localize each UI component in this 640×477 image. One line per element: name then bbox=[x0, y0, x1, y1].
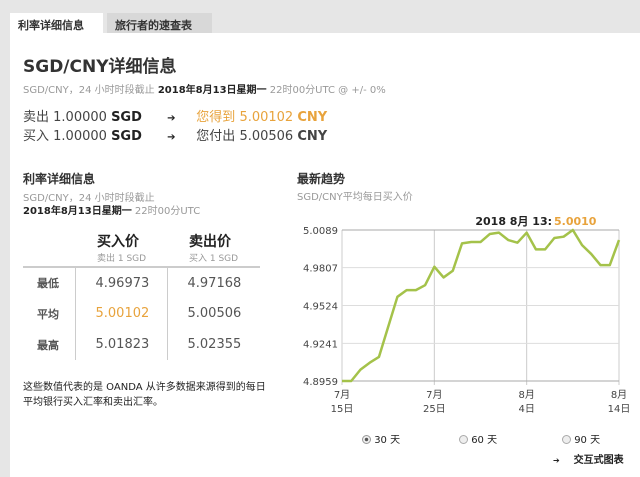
buy-amount: 1.00000 bbox=[53, 129, 107, 144]
arrow-right-icon: ➔ bbox=[167, 132, 176, 143]
range-label: 90 天 bbox=[574, 435, 601, 446]
rates-table: 买入价卖出 1 SGD 卖出价买入 1 SGD 最低 4.96973 4.97168… bbox=[23, 231, 260, 360]
subtitle: SGD/CNY，24 小时时段截止 2018年8月13日星期一 22时00分UT… bbox=[23, 81, 386, 96]
radio-selected-icon[interactable] bbox=[362, 435, 371, 444]
arrow-right-icon: ➔ bbox=[167, 113, 176, 124]
subtitle-suffix: 22时00分UTC @ +/- 0% bbox=[269, 85, 386, 96]
sell-amount: 1.00000 bbox=[53, 110, 107, 125]
ask-value: 4.97168 bbox=[187, 275, 242, 291]
bid-value: 5.00102 bbox=[75, 298, 168, 329]
arrow-right-icon: ➔ bbox=[553, 456, 560, 465]
interactive-chart-link[interactable]: ➔ 交互式图表 bbox=[553, 451, 624, 466]
table-row: 最高 5.01823 5.02355 bbox=[23, 329, 260, 360]
radio-icon[interactable] bbox=[562, 435, 571, 444]
interactive-chart-label[interactable]: 交互式图表 bbox=[573, 455, 624, 466]
buy-label: 买入 bbox=[23, 129, 50, 144]
sell-label: 卖出 bbox=[23, 110, 50, 125]
table-row: 平均 5.00102 5.00506 bbox=[23, 298, 260, 329]
details-heading: 利率详细信息 bbox=[23, 172, 96, 186]
pay-value: 5.00506 bbox=[239, 129, 294, 144]
row-label: 最低 bbox=[23, 267, 76, 298]
buy-currency: SGD bbox=[111, 129, 142, 144]
range-30-days[interactable]: 30 天 bbox=[362, 431, 400, 446]
bid-header: 买入价 bbox=[97, 234, 139, 250]
get-currency: CNY bbox=[297, 110, 328, 125]
details-date: 2018年8月13日星期一 bbox=[23, 206, 132, 217]
range-label: 60 天 bbox=[471, 435, 498, 446]
conversion-buy: 买入 1.00000 SGD ➔ 您付出 5.00506 CNY bbox=[23, 128, 327, 147]
get-label: 您得到 bbox=[196, 110, 236, 125]
subtitle-date: 2018年8月13日星期一 bbox=[157, 85, 267, 96]
range-60-days[interactable]: 60 天 bbox=[459, 431, 497, 446]
subtitle-prefix: SGD/CNY，24 小时时段截止 bbox=[23, 85, 155, 96]
bid-value: 4.96973 bbox=[75, 267, 168, 298]
range-label: 30 天 bbox=[374, 435, 401, 446]
conversion-sell: 卖出 1.00000 SGD ➔ 您得到 5.00102 CNY bbox=[23, 109, 327, 128]
details-time: 22时00分UTC bbox=[134, 206, 201, 217]
radio-icon[interactable] bbox=[459, 435, 468, 444]
conversion-list: 卖出 1.00000 SGD ➔ 您得到 5.00102 CNY 买入 1.00… bbox=[23, 109, 327, 147]
trend-subheading: SGD/CNY平均每日买入价 bbox=[297, 192, 413, 203]
pay-label: 您付出 bbox=[196, 129, 236, 144]
tab-travelers-cheatsheet[interactable]: 旅行者的速查表 bbox=[107, 13, 212, 34]
trend-heading: 最新趋势 bbox=[297, 172, 346, 186]
ask-subheader: 买入 1 SGD bbox=[189, 254, 239, 264]
main-panel: SGD/CNY详细信息 SGD/CNY，24 小时时段截止 2018年8月13日… bbox=[10, 33, 640, 477]
get-value: 5.00102 bbox=[239, 110, 294, 125]
bid-value: 5.01823 bbox=[75, 329, 168, 360]
page-title: SGD/CNY详细信息 bbox=[23, 57, 177, 77]
ask-value: 5.02355 bbox=[187, 337, 242, 352]
ask-value: 5.00506 bbox=[187, 306, 242, 321]
row-label: 最高 bbox=[23, 329, 76, 360]
tab-rate-details[interactable]: 利率详细信息 bbox=[10, 13, 103, 34]
range-90-days[interactable]: 90 天 bbox=[562, 431, 600, 446]
bid-subheader: 卖出 1 SGD bbox=[97, 254, 147, 264]
details-note: 这些数值代表的是 OANDA 从许多数据来源得到的每日平均银行买入汇率和卖出汇率… bbox=[23, 382, 266, 408]
sell-currency: SGD bbox=[111, 110, 142, 125]
details-line1: SGD/CNY，24 小时时段截止 bbox=[23, 193, 155, 204]
row-label: 平均 bbox=[23, 298, 76, 329]
pay-currency: CNY bbox=[297, 129, 328, 144]
table-row: 最低 4.96973 4.97168 bbox=[23, 267, 260, 298]
ask-header: 卖出价 bbox=[189, 234, 231, 250]
